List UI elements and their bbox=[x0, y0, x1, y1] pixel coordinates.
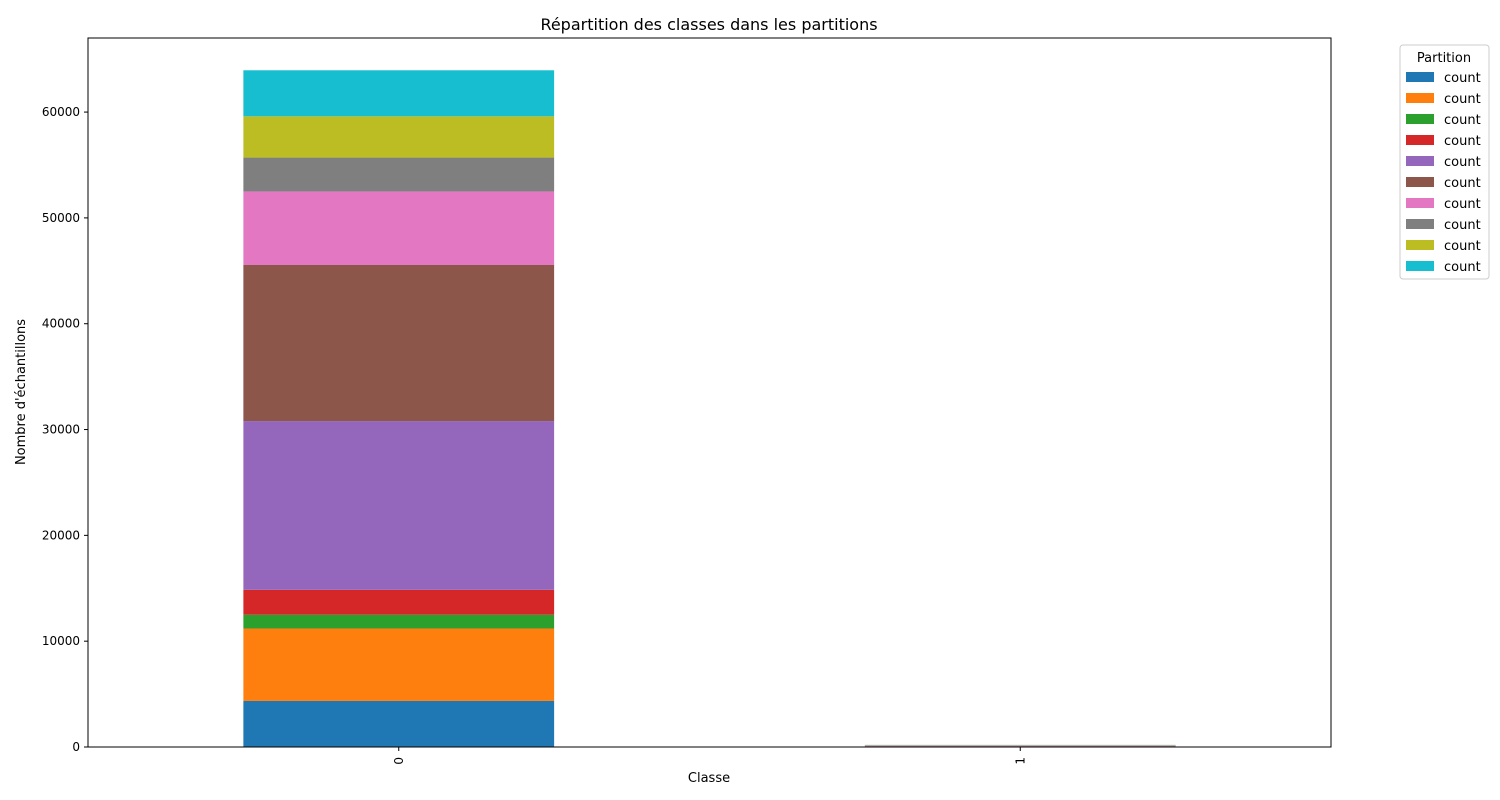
y-axis-label: Nombre d'échantillons bbox=[14, 319, 29, 465]
bar-segment-class-0-series-10 bbox=[243, 70, 555, 117]
legend-label: count bbox=[1444, 113, 1481, 128]
bar-segment-class-0-series-2 bbox=[243, 628, 555, 701]
legend-label: count bbox=[1444, 134, 1481, 149]
legend-swatch bbox=[1406, 114, 1434, 124]
bar-segment-class-0-series-3 bbox=[243, 614, 555, 629]
y-tick-label: 20000 bbox=[42, 528, 80, 542]
legend-swatch bbox=[1406, 93, 1434, 103]
bar-segment-class-0-series-1 bbox=[243, 700, 555, 747]
y-tick-label: 0 bbox=[72, 740, 80, 754]
x-axis-label: Classe bbox=[688, 771, 730, 786]
y-tick-label: 10000 bbox=[42, 634, 80, 648]
legend: Partition count count count count count count… bbox=[1399, 44, 1490, 280]
legend-label: count bbox=[1444, 155, 1481, 170]
legend-swatch bbox=[1406, 156, 1434, 166]
y-tick-label: 60000 bbox=[42, 105, 80, 119]
y-tick-label: 30000 bbox=[42, 423, 80, 437]
bar-segment-class-0-series-6 bbox=[243, 264, 555, 422]
bar-segment-class-0-series-4 bbox=[243, 589, 555, 615]
legend-swatch bbox=[1406, 72, 1434, 82]
bar-segment-class-0-series-5 bbox=[243, 421, 555, 590]
legend-swatch bbox=[1406, 198, 1434, 208]
legend-label: count bbox=[1444, 176, 1481, 191]
y-tick-label: 50000 bbox=[42, 211, 80, 225]
legend-swatch bbox=[1406, 261, 1434, 271]
legend-label: count bbox=[1444, 92, 1481, 107]
legend-swatch bbox=[1406, 219, 1434, 229]
legend-swatch bbox=[1406, 135, 1434, 145]
bar-segment-class-0-series-9 bbox=[243, 116, 555, 158]
chart-title: Répartition des classes dans les partiti… bbox=[540, 15, 877, 34]
x-tick-label: 0 bbox=[392, 757, 406, 765]
legend-swatch bbox=[1406, 240, 1434, 250]
legend-swatch bbox=[1406, 177, 1434, 187]
legend-title: Partition bbox=[1417, 51, 1471, 66]
y-axis: 0 10000 20000 30000 40000 50000 60000 bbox=[42, 105, 88, 754]
bar-segment-class-0-series-8 bbox=[243, 157, 555, 192]
legend-label: count bbox=[1444, 239, 1481, 254]
bar-segment-class-0-series-7 bbox=[243, 191, 555, 265]
legend-label: count bbox=[1444, 197, 1481, 212]
legend-label: count bbox=[1444, 218, 1481, 233]
plot-frame bbox=[87, 37, 1332, 748]
legend-label: count bbox=[1444, 71, 1481, 86]
x-tick-label: 1 bbox=[1013, 757, 1027, 765]
legend-label: count bbox=[1444, 260, 1481, 275]
y-tick-label: 40000 bbox=[42, 317, 80, 331]
bars-group bbox=[243, 70, 1176, 747]
